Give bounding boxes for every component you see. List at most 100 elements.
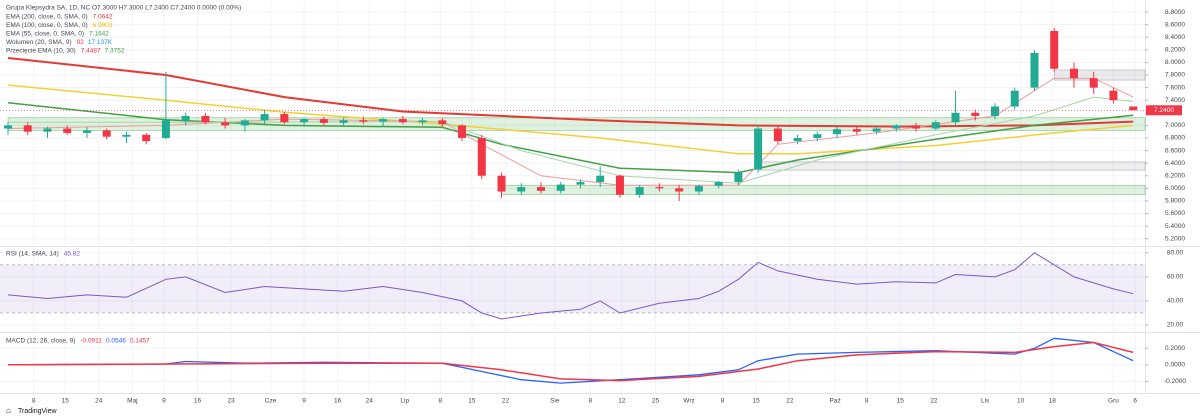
y-tick-label: 0.2000 bbox=[1165, 345, 1185, 352]
candle-body bbox=[458, 125, 467, 138]
y-tick-label: 8.0000 bbox=[1165, 59, 1185, 66]
legend-value: 92 bbox=[77, 39, 85, 46]
candle-body bbox=[201, 115, 210, 123]
x-tick-label: 16 bbox=[194, 398, 202, 405]
candle-body bbox=[892, 125, 901, 129]
candle-body bbox=[596, 175, 605, 183]
symbol-title: Grupa Klepsydra SA, 1D, NC bbox=[6, 5, 90, 12]
candle-body bbox=[300, 119, 309, 123]
y-tick-label: 6.6000 bbox=[1165, 147, 1185, 154]
candle-body bbox=[872, 128, 881, 132]
candle-body bbox=[931, 122, 940, 129]
candle-body bbox=[398, 119, 407, 123]
x-tick-label: 9 bbox=[302, 398, 306, 405]
indicator-value: -0.0911 bbox=[80, 338, 102, 345]
x-tick-label: 15 bbox=[753, 398, 761, 405]
y-tick-label: 7.0000 bbox=[1165, 122, 1185, 129]
last-price-tag bbox=[1146, 105, 1182, 116]
candle-body bbox=[971, 112, 980, 116]
candle-body bbox=[418, 120, 427, 123]
legend-value: 7.4487 bbox=[81, 48, 101, 55]
x-tick-label: 15 bbox=[62, 398, 70, 405]
x-tick-label: 8 bbox=[865, 398, 869, 405]
legend-value: 7.1642 bbox=[89, 31, 109, 38]
indicator-value: 0.0546 bbox=[106, 338, 126, 345]
x-tick-label: 10 bbox=[1017, 398, 1025, 405]
y-tick-label: 8.2000 bbox=[1165, 47, 1185, 54]
indicator-value: 45.82 bbox=[64, 251, 81, 258]
candle-body bbox=[813, 134, 822, 138]
candle-body bbox=[339, 120, 348, 123]
price-zone bbox=[501, 184, 1146, 195]
candle-body bbox=[793, 137, 802, 142]
y-tick-label: 8.4000 bbox=[1165, 34, 1185, 41]
indicator-line bbox=[7, 252, 1134, 320]
price-zone bbox=[1053, 69, 1146, 81]
x-tick-label: 8 bbox=[438, 398, 442, 405]
candle-body bbox=[912, 125, 921, 129]
candle-body bbox=[1089, 78, 1098, 88]
candle-body bbox=[280, 114, 289, 123]
y-tick-label: 20.00 bbox=[1167, 322, 1184, 329]
y-tick-label: 5.8000 bbox=[1165, 198, 1185, 205]
candle-body bbox=[576, 182, 585, 185]
candle-body bbox=[951, 112, 960, 123]
candle-body bbox=[63, 128, 72, 133]
candle-body bbox=[260, 114, 269, 121]
ohlc-readout: O7.3000 H7.3000 L7.2400 C7.2400 0.0000 (… bbox=[92, 5, 241, 12]
x-tick-label: 22 bbox=[786, 398, 794, 405]
candle-body bbox=[675, 188, 684, 192]
x-tick-label: Paź bbox=[830, 398, 841, 405]
x-tick-label: Maj bbox=[127, 398, 137, 405]
x-tick-label: Lis bbox=[981, 398, 990, 405]
x-tick-label: 23 bbox=[227, 398, 235, 405]
y-tick-label: 6.4000 bbox=[1165, 160, 1185, 167]
x-tick-label: 6 bbox=[1133, 398, 1137, 405]
logo-mark: ⌂ bbox=[6, 406, 11, 415]
candle-body bbox=[991, 106, 999, 116]
indicator-title: RSI (14, SMA, 14) bbox=[6, 251, 59, 258]
candle-body bbox=[359, 120, 368, 122]
candle-body bbox=[122, 134, 131, 137]
x-tick-label: 12 bbox=[618, 398, 626, 405]
legend-value: 7.0642 bbox=[93, 14, 113, 21]
candle-body bbox=[102, 130, 111, 137]
candle-body bbox=[615, 175, 624, 195]
candle-body bbox=[142, 134, 151, 142]
x-tick-label: 15 bbox=[897, 398, 905, 405]
indicator-line bbox=[7, 341, 1134, 382]
candle-body bbox=[319, 119, 328, 123]
candle-body bbox=[221, 122, 230, 126]
x-tick-label: 15 bbox=[468, 398, 476, 405]
candle-body bbox=[556, 184, 565, 191]
candle-body bbox=[1010, 90, 1019, 107]
candle-body bbox=[833, 129, 842, 135]
legend-value: 6.9803 bbox=[93, 22, 113, 29]
x-tick-label: Sie bbox=[550, 398, 560, 405]
indicator-value: 0.1457 bbox=[130, 338, 150, 345]
x-tick-label: 18 bbox=[1049, 398, 1057, 405]
candle-body bbox=[714, 182, 723, 186]
candle-body bbox=[1069, 68, 1078, 79]
candle-body bbox=[1030, 52, 1039, 88]
candle-body bbox=[438, 120, 447, 125]
legend-value: 7.3752 bbox=[105, 48, 125, 55]
legend-name: EMA (200, close, 0, SMA, 0) bbox=[6, 14, 88, 21]
y-tick-label: 8.6000 bbox=[1165, 21, 1185, 28]
x-tick-label: Lip bbox=[400, 398, 409, 405]
plot: 8 15 24 Maj 9 16 23 Cze 9 16 24 Lip 8 15 22 Sie 8 12 25 Wrz… bbox=[0, 2, 1186, 405]
legend-name: Przecięcie EMA (10, 30) bbox=[6, 48, 76, 55]
candle-body bbox=[4, 125, 12, 129]
price-zone bbox=[757, 161, 1146, 171]
footer-logo: TradingView bbox=[18, 408, 57, 415]
y-tick-label: 7.6000 bbox=[1165, 84, 1185, 91]
y-tick-label: -0.2000 bbox=[1164, 378, 1186, 385]
x-tick-label: 9 bbox=[162, 398, 166, 405]
y-tick-label: 5.4000 bbox=[1165, 223, 1185, 230]
last-price-label: 7.2400 bbox=[1154, 107, 1174, 114]
indicator-line bbox=[7, 84, 1134, 155]
y-tick-label: 6.2000 bbox=[1165, 172, 1185, 179]
x-tick-label: 8 bbox=[589, 398, 593, 405]
candle-body bbox=[1050, 30, 1059, 69]
